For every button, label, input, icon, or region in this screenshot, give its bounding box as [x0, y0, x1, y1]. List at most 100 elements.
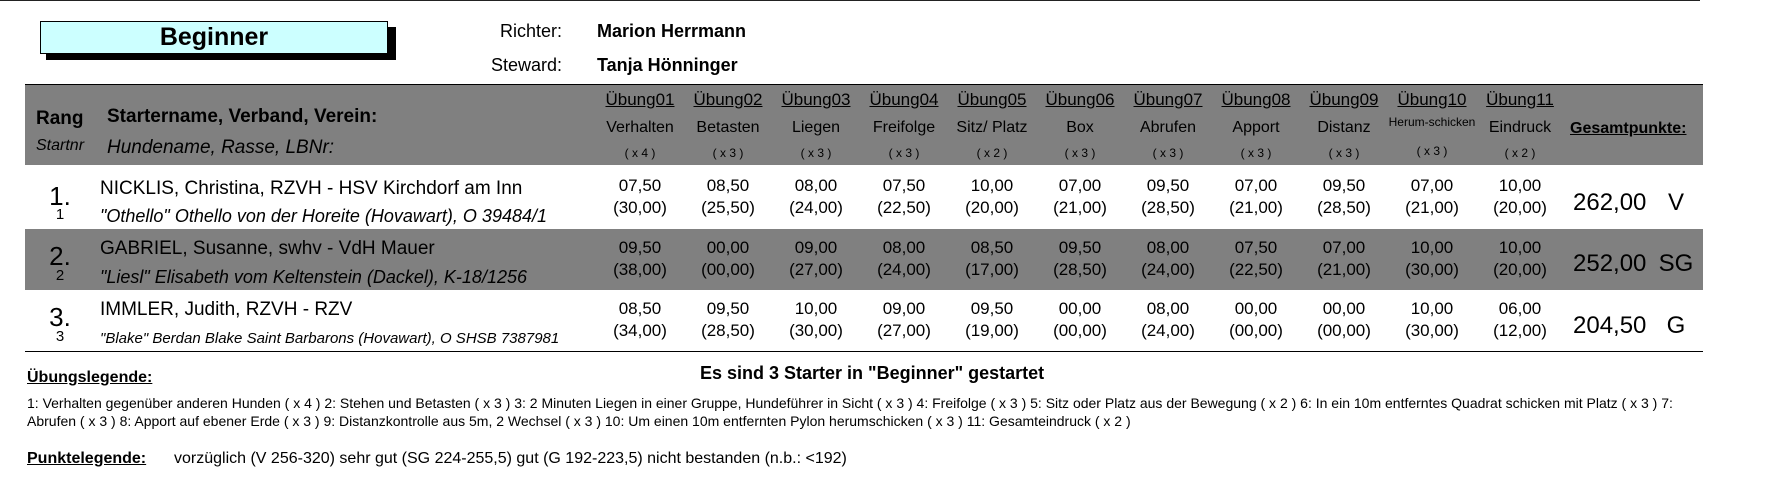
starter-summary: Es sind 3 Starter in "Beginner" gestarte… [700, 363, 1045, 383]
start-number: 1 [55, 206, 65, 223]
starter-name: GABRIEL, Susanne, swhv - VdH Mauer [100, 238, 435, 259]
exercise-label: Übung06 [1045, 90, 1115, 109]
exercise-header-11: Übung11 Eindruck ( x 2 ) [1476, 90, 1564, 160]
top-rule [0, 0, 1700, 1]
total-points: 252,00 [1573, 250, 1647, 277]
score-cell: 10,00 (30,00) [1405, 238, 1459, 279]
rank: 3. [49, 302, 71, 332]
exercise-name: Box [1066, 119, 1094, 136]
score-cell: 07,00 (21,00) [1053, 176, 1107, 217]
score-cell: 00,00 (00,00) [1229, 299, 1283, 340]
grade: G [1666, 312, 1686, 339]
exercise-header-5: Übung05 Sitz/ Platz ( x 2 ) [948, 90, 1036, 160]
header-dog: Hundename, Rasse, LBNr: [107, 137, 335, 158]
exercise-header-10: Übung10 Herum-schicken ( x 3 ) [1388, 90, 1476, 158]
exercise-name: Betasten [696, 119, 760, 136]
score-cell: 08,00 (24,00) [877, 238, 931, 279]
exercise-label: Übung11 [1486, 90, 1554, 109]
exercise-legend-title: Übungslegende: [27, 369, 153, 386]
exercise-factor: ( x 2 ) [976, 146, 1008, 160]
score-cell: 07,50 (22,50) [877, 176, 931, 217]
exercise-factor: ( x 3 ) [888, 146, 920, 160]
exercise-factor: ( x 3 ) [1328, 146, 1360, 160]
table-row [25, 290, 1703, 351]
header-total: Gesamtpunkte: [1570, 120, 1687, 137]
score-cell: 10,00 (30,00) [1405, 299, 1459, 340]
exercise-label: Übung02 [693, 90, 763, 109]
score-cell: 10,00 (20,00) [1493, 176, 1547, 217]
score-cell: 09,50 (28,50) [1141, 176, 1195, 217]
start-number: 2 [55, 267, 65, 284]
steward-name: Tanja Hönninger [597, 55, 738, 75]
grade: V [1667, 189, 1684, 216]
score-cell: 07,50 (22,50) [1229, 238, 1283, 279]
table-bottom-rule [25, 351, 1703, 352]
score-cell: 06,00 (12,00) [1493, 299, 1547, 340]
exercise-header-2: Übung02 Betasten ( x 3 ) [684, 90, 772, 160]
score-cell: 08,50 (25,50) [701, 176, 755, 217]
score-cell: 08,00 (24,00) [1141, 299, 1195, 340]
class-title: Beginner [40, 21, 388, 54]
score-cell: 09,50 (28,50) [1053, 238, 1107, 279]
dog-name: "Liesl" Elisabeth vom Keltenstein (Dacke… [100, 267, 527, 287]
exercise-name: Sitz/ Platz [956, 119, 1028, 136]
exercise-label: Übung10 [1397, 90, 1467, 109]
score-cell: 07,00 (21,00) [1317, 238, 1371, 279]
score-cell: 00,00 (00,00) [701, 238, 755, 279]
exercise-factor: ( x 3 ) [1064, 146, 1096, 160]
score-cell: 10,00 (30,00) [789, 299, 843, 340]
score-cell: 08,50 (17,00) [965, 238, 1019, 279]
exercise-label: Übung03 [781, 90, 851, 109]
exercise-header-4: Übung04 Freifolge ( x 3 ) [860, 90, 948, 160]
exercise-label: Übung01 [605, 90, 675, 109]
exercise-factor: ( x 3 ) [1240, 146, 1272, 160]
exercise-name: Apport [1232, 119, 1280, 136]
score-cell: 10,00 (20,00) [965, 176, 1019, 217]
exercise-label: Übung08 [1221, 90, 1291, 109]
score-cell: 10,00 (20,00) [1493, 238, 1547, 279]
table-header [25, 84, 1703, 165]
score-cell: 09,00 (27,00) [877, 299, 931, 340]
score-cell: 00,00 (00,00) [1053, 299, 1107, 340]
total-points: 204,50 [1573, 312, 1647, 339]
exercise-name: Herum-schicken [1388, 115, 1476, 129]
grade: SG [1658, 250, 1694, 277]
total-points: 262,00 [1573, 189, 1647, 216]
exercise-header-7: Übung07 Abrufen ( x 3 ) [1124, 90, 1212, 160]
score-cell: 09,50 (38,00) [613, 238, 667, 279]
exercise-factor: ( x 2 ) [1504, 146, 1536, 160]
start-number: 3 [55, 328, 65, 345]
dog-name: "Blake" Berdan Blake Saint Barbarons (Ho… [100, 330, 560, 347]
starter-name: IMMLER, Judith, RZVH - RZV [100, 299, 353, 320]
score-cell: 08,00 (24,00) [789, 176, 843, 217]
rank: 2. [49, 241, 71, 271]
exercise-header-6: Übung06 Box ( x 3 ) [1036, 90, 1124, 160]
exercise-name: Verhalten [606, 119, 674, 136]
score-cell: 08,00 (24,00) [1141, 238, 1195, 279]
score-cell: 09,00 (27,00) [789, 238, 843, 279]
table-row [25, 165, 1703, 226]
exercise-factor: ( x 3 ) [1152, 146, 1184, 160]
exercise-header-8: Übung08 Apport ( x 3 ) [1212, 90, 1300, 160]
score-cell: 09,50 (28,50) [701, 299, 755, 340]
score-cell: 09,50 (19,00) [965, 299, 1019, 340]
exercise-header-9: Übung09 Distanz ( x 3 ) [1300, 90, 1388, 160]
exercise-factor: ( x 3 ) [712, 146, 744, 160]
exercise-label: Übung04 [869, 90, 939, 109]
exercise-factor: ( x 3 ) [1416, 144, 1448, 158]
steward-label: Steward: [490, 55, 562, 75]
score-cell: 00,00 (00,00) [1317, 299, 1371, 340]
rank: 1. [49, 181, 71, 211]
judge-label: Richter: [499, 21, 562, 41]
exercise-name: Freifolge [872, 119, 936, 136]
dog-name: "Othello" Othello von der Horeite (Hovaw… [100, 206, 547, 226]
score-cell: 07,00 (21,00) [1405, 176, 1459, 217]
exercise-label: Übung09 [1309, 90, 1379, 109]
exercise-label: Übung07 [1133, 90, 1203, 109]
exercise-factor: ( x 3 ) [800, 146, 832, 160]
points-legend-text: vorzüglich (V 256-320) sehr gut (SG 224-… [174, 450, 847, 467]
score-cell: 07,50 (30,00) [613, 176, 667, 217]
header-startnr: Startnr [36, 137, 85, 154]
exercise-name: Liegen [791, 119, 841, 136]
header-rang: Rang [36, 108, 84, 129]
